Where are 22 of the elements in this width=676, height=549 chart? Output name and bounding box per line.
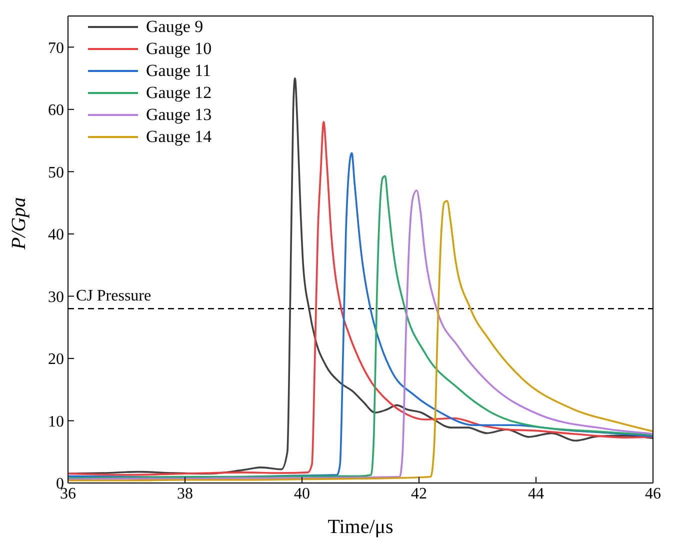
legend-label: Gauge 10 <box>146 38 212 60</box>
x-axis-title: Time/μs <box>328 516 394 538</box>
x-tick-label: 46 <box>645 485 661 502</box>
y-tick-label: 10 <box>48 413 64 430</box>
y-tick-label: 50 <box>48 164 64 182</box>
x-tick-label: 38 <box>177 485 193 502</box>
x-tick-label: 42 <box>411 485 427 502</box>
legend-label: Gauge 12 <box>146 82 212 104</box>
x-tick-label: 44 <box>528 485 544 502</box>
y-tick-label: 0 <box>56 476 64 493</box>
y-tick-label: 40 <box>48 226 64 244</box>
x-tick-label: 40 <box>294 485 310 502</box>
legend-label: Gauge 14 <box>146 126 212 148</box>
y-tick-label: 20 <box>48 351 64 368</box>
legend-label: Gauge 9 <box>146 16 204 38</box>
y-tick-label: 30 <box>48 288 64 306</box>
ref-line-label: CJ Pressure <box>76 288 152 305</box>
y-tick-label: 60 <box>48 102 64 120</box>
legend-label: Gauge 11 <box>146 60 211 82</box>
y-axis-title: P/Gpa <box>8 197 30 250</box>
legend-label: Gauge 13 <box>146 104 212 126</box>
y-tick-label: 70 <box>48 40 64 57</box>
